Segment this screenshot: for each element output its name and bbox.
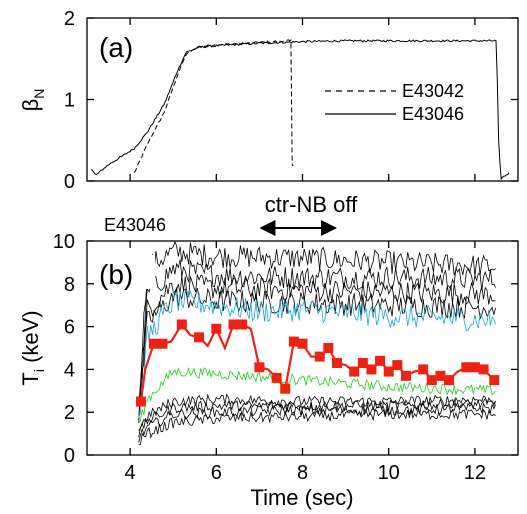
panel-b-series-line-8	[138, 397, 496, 438]
panel-b-xtick-label: 4	[125, 462, 136, 484]
highlight-marker	[288, 336, 299, 347]
panel-b-ytick-label: 10	[53, 231, 75, 253]
panel-b-xtick-label: 6	[211, 462, 222, 484]
highlight-marker	[314, 351, 325, 362]
legend-label-e43046: E43046	[402, 104, 464, 124]
highlight-marker	[444, 375, 455, 386]
panel-b-series-line-10	[138, 407, 496, 446]
panel-b-ylabel-unit: (keV)	[18, 310, 43, 369]
highlight-marker	[194, 332, 205, 343]
panel-b-ylabel: Ti (keV)	[18, 310, 47, 385]
panel-b-ylabel-main: T	[18, 372, 43, 385]
highlight-marker	[331, 357, 342, 368]
panel-b-label-bg	[97, 255, 155, 289]
panel-b-ytick-label: 8	[64, 274, 75, 296]
panel-b-xtick-label: 10	[378, 462, 400, 484]
highlight-marker	[400, 370, 411, 381]
panel-b-ytick-label: 6	[64, 317, 75, 339]
x-axis-title: Time (sec)	[250, 485, 353, 510]
arrow-head-right	[320, 220, 337, 236]
panel-b-ytick-label: 4	[64, 359, 75, 381]
highlight-marker	[135, 396, 146, 407]
annotation-group: E43046 ctr-NB off	[104, 192, 358, 236]
legend-label-e43042: E43042	[402, 81, 464, 101]
panel-b-series-line-2	[138, 259, 496, 401]
ctr-nb-off-label: ctr-NB off	[265, 192, 358, 217]
panel-a: 0 1 2 (a) βN E43042 E43046	[18, 8, 519, 193]
panel-b-ticks: 0 2 4 6 8 10 4 6 8 10 12	[53, 231, 518, 484]
highlight-marker	[383, 366, 394, 377]
panel-b-series-line-7	[138, 393, 496, 431]
highlight-marker	[418, 364, 429, 375]
panel-a-ylabel: βN	[18, 89, 47, 112]
highlight-marker	[237, 319, 248, 330]
panel-b: 0 2 4 6 8 10 4 6 8 10 12 (b) Ti (keV) Time (sec)	[18, 231, 519, 510]
panel-a-series-group	[90, 39, 510, 181]
panel-a-ytick-label: 0	[64, 171, 75, 193]
panel-b-series-line-9	[138, 402, 496, 443]
panel-b-ytick-label: 2	[64, 402, 75, 424]
panel-a-ticks: 0 1 2	[64, 8, 518, 193]
highlight-marker	[349, 366, 360, 377]
panel-a-series-line-2	[90, 39, 510, 181]
panel-b-series-line-4	[138, 286, 496, 420]
highlight-marker	[435, 370, 446, 381]
ctr-nb-off-arrow	[259, 220, 337, 236]
highlight-marker	[461, 362, 472, 373]
highlight-marker	[211, 323, 222, 334]
panel-b-series-line-3	[138, 274, 496, 424]
highlight-marker	[271, 372, 282, 383]
panel-b-ytick-label: 0	[64, 445, 75, 467]
highlight-marker	[254, 362, 265, 373]
arrow-head-left	[259, 220, 276, 236]
panel-a-ytick-label: 1	[64, 90, 75, 112]
highlight-marker	[366, 364, 377, 375]
panel-a-label: (a)	[99, 32, 133, 63]
panel-a-ytick-label: 2	[64, 8, 75, 30]
highlight-marker	[357, 357, 368, 368]
legend: E43042 E43046	[325, 81, 464, 124]
panel-b-series-line-5	[138, 289, 496, 418]
panel-b-series-line-6	[138, 366, 496, 423]
highlight-marker	[280, 383, 291, 394]
highlight-marker	[426, 375, 437, 386]
panel-b-ylabel-sub: i	[31, 369, 47, 372]
highlight-marker	[478, 364, 489, 375]
panel-a-series-line-1	[133, 39, 294, 173]
panel-a-ylabel-sub: N	[31, 89, 47, 99]
highlight-marker	[489, 375, 500, 386]
highlight-marker	[323, 343, 334, 353]
panel-b-xtick-label: 8	[297, 462, 308, 484]
highlight-marker	[176, 319, 187, 330]
shot-label: E43046	[104, 215, 166, 235]
highlight-marker	[157, 338, 168, 349]
highlight-marker	[392, 360, 403, 371]
highlight-marker	[375, 355, 386, 366]
highlight-marker	[228, 319, 239, 330]
highlight-marker	[469, 362, 480, 373]
panel-b-series-line-1	[138, 241, 496, 407]
panel-a-ylabel-main: β	[18, 99, 43, 112]
panel-b-series-group	[135, 241, 500, 446]
panel-b-label: (b)	[99, 259, 133, 290]
highlight-marker	[148, 338, 159, 349]
highlight-marker	[297, 338, 308, 349]
panel-b-xtick-label: 12	[464, 462, 486, 484]
